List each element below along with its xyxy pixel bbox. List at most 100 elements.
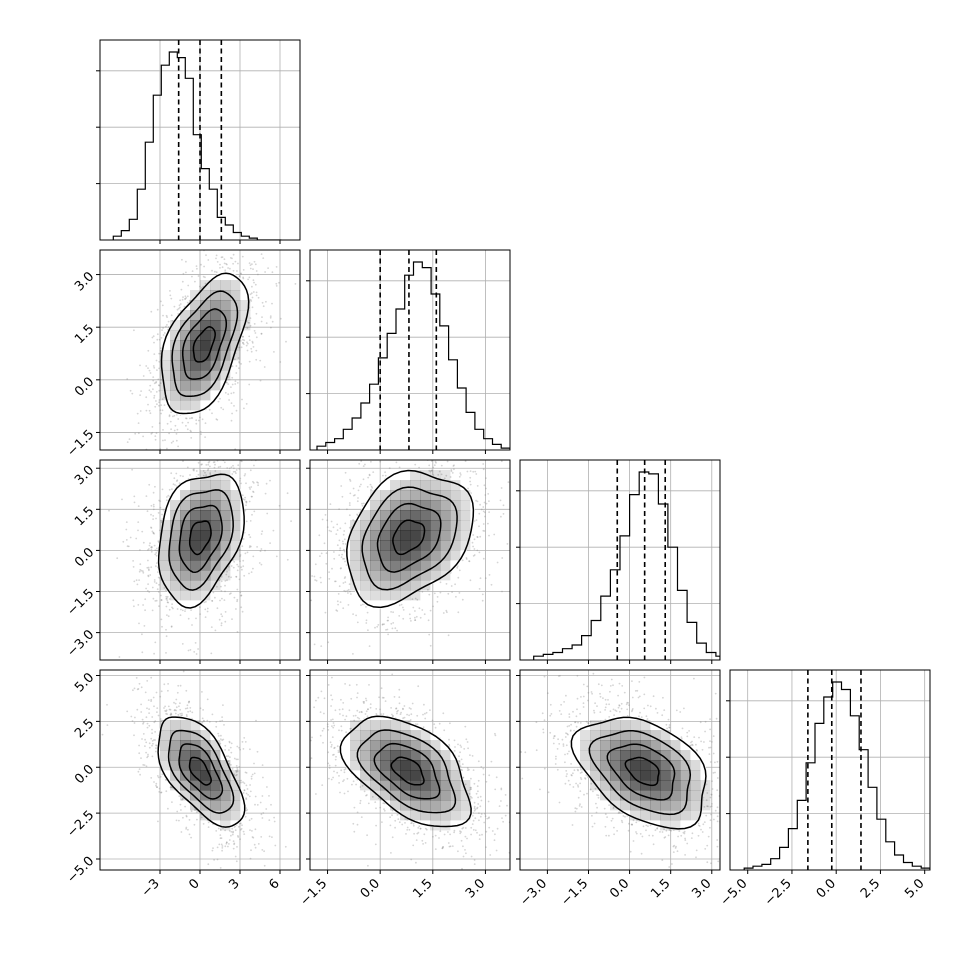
scatter-point — [185, 297, 188, 299]
scatter-point — [446, 611, 448, 614]
scatter-point — [293, 519, 295, 521]
scatter-point — [224, 458, 226, 460]
density-cell — [160, 530, 171, 541]
scatter-point — [469, 480, 471, 483]
scatter-point — [278, 281, 280, 284]
scatter-point — [229, 257, 232, 259]
density-cell — [200, 490, 211, 501]
density-cell — [360, 550, 371, 561]
scatter-point — [224, 391, 227, 394]
scatter-point — [238, 361, 241, 364]
scatter-point — [121, 498, 123, 501]
scatter-point — [238, 766, 241, 768]
scatter-point — [194, 453, 196, 455]
scatter-point — [259, 205, 261, 207]
scatter-point — [240, 272, 242, 275]
scatter-point — [310, 599, 313, 602]
scatter-point — [182, 797, 184, 800]
scatter-point — [290, 615, 292, 617]
scatter-point — [500, 515, 502, 518]
scatter-point — [349, 492, 352, 495]
scatter-point — [271, 836, 273, 838]
density-cell — [200, 360, 211, 371]
scatter-point — [481, 593, 484, 596]
scatter-point — [344, 522, 347, 525]
scatter-point — [194, 280, 196, 283]
hist-panel-2 — [516, 459, 721, 664]
scatter-point — [133, 722, 136, 724]
scatter-point — [236, 569, 239, 572]
scatter-point — [286, 558, 289, 561]
scatter-point — [251, 513, 253, 516]
density-cell — [380, 580, 391, 591]
scatter-point — [428, 452, 430, 454]
scatter-point — [196, 267, 198, 270]
scatter-point — [185, 424, 187, 427]
scatter-point — [191, 275, 193, 278]
scatter-point — [239, 591, 242, 594]
scatter-point — [252, 490, 254, 493]
scatter-point — [205, 455, 207, 457]
scatter-point — [511, 488, 513, 490]
density-cell — [410, 480, 421, 491]
scatter-point — [158, 605, 160, 607]
scatter-point — [214, 470, 217, 472]
scatter-point — [211, 245, 213, 247]
scatter-point — [250, 292, 253, 295]
scatter-point — [454, 583, 456, 586]
scatter-point — [230, 592, 232, 595]
density-cell — [200, 390, 211, 401]
scatter-point — [479, 503, 481, 506]
scatter-point — [168, 608, 171, 611]
scatter-point — [485, 502, 488, 505]
scatter-point — [215, 456, 217, 458]
scatter-point — [172, 415, 174, 418]
scatter-point — [174, 484, 176, 486]
density-cell — [200, 480, 211, 491]
density-cell — [180, 360, 191, 371]
scatter-point — [318, 534, 321, 537]
scatter-point — [150, 527, 153, 529]
density-cell — [410, 560, 421, 571]
density-cell — [210, 300, 221, 311]
scatter-point — [208, 408, 211, 411]
density-cell — [350, 520, 361, 531]
scatter-point — [164, 779, 167, 781]
scatter-point — [343, 557, 346, 560]
scatter-point — [257, 224, 259, 226]
density-cell — [200, 500, 211, 511]
scatter-point — [206, 610, 209, 613]
scatter-point — [156, 588, 159, 591]
scatter-point — [220, 575, 223, 578]
scatter-point — [498, 428, 500, 430]
density-cell — [450, 540, 461, 551]
scatter-point — [147, 566, 150, 569]
scatter-point — [184, 610, 186, 612]
density-cell — [190, 570, 201, 581]
scatter-point — [271, 302, 273, 305]
density-cell — [410, 570, 421, 581]
scatter-point — [511, 527, 513, 529]
scatter-point — [319, 555, 321, 557]
scatter-point — [234, 358, 236, 361]
scatter-point — [457, 576, 460, 579]
scatter-point — [165, 628, 167, 631]
scatter-point — [253, 510, 256, 513]
scatter-point — [165, 652, 167, 654]
density-cell — [410, 510, 421, 521]
scatter-point — [144, 598, 147, 601]
scatter-point — [412, 606, 415, 609]
density-cell — [190, 330, 201, 341]
scatter-point — [238, 578, 241, 581]
contour-1-1 — [178, 504, 223, 574]
density-cell — [220, 530, 231, 541]
scatter-point — [190, 430, 192, 433]
scatter-point — [180, 608, 182, 611]
scatter-point — [386, 619, 389, 622]
scatter-point — [234, 434, 236, 436]
xtick-label-3-1: −2.5 — [762, 876, 795, 909]
scatter-point — [150, 566, 153, 569]
scatter-point — [152, 335, 155, 338]
scatter-point — [408, 613, 411, 616]
scatter-point — [344, 576, 347, 578]
